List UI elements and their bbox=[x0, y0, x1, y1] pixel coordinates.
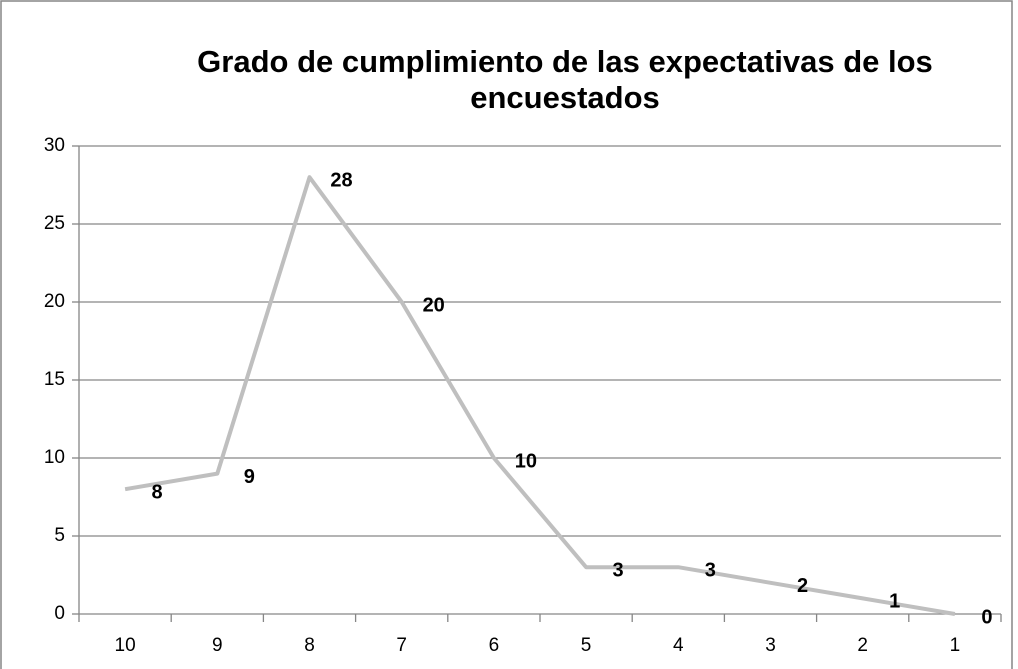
data-label: 1 bbox=[889, 591, 900, 613]
data-line bbox=[124, 175, 956, 616]
x-tick-label: 10 bbox=[115, 635, 136, 656]
y-tick-label: 30 bbox=[44, 135, 65, 156]
data-label: 3 bbox=[613, 559, 624, 581]
y-tick-label: 25 bbox=[44, 213, 65, 234]
x-tick-label: 4 bbox=[673, 635, 684, 656]
x-tick-label: 1 bbox=[950, 635, 961, 656]
data-label: 2 bbox=[797, 575, 808, 597]
data-label: 8 bbox=[152, 481, 163, 503]
data-label: 0 bbox=[981, 606, 992, 628]
x-tick-label: 7 bbox=[396, 635, 407, 656]
y-tick-label: 5 bbox=[54, 525, 65, 546]
x-tick-label: 2 bbox=[857, 635, 868, 656]
x-tick-label: 3 bbox=[765, 635, 776, 656]
x-tick-label: 6 bbox=[489, 635, 500, 656]
data-label: 20 bbox=[423, 294, 445, 316]
data-label: 10 bbox=[515, 450, 537, 472]
x-tick-label: 5 bbox=[581, 635, 592, 656]
x-tick-label: 8 bbox=[304, 635, 315, 656]
chart-title: Grado de cumplimiento de las expectativa… bbox=[197, 44, 933, 115]
data-label: 28 bbox=[330, 169, 352, 191]
data-label: 3 bbox=[705, 559, 716, 581]
x-tick-label: 9 bbox=[212, 635, 223, 656]
y-tick-label: 20 bbox=[44, 291, 65, 312]
data-label: 9 bbox=[244, 466, 255, 488]
y-tick-label: 15 bbox=[44, 369, 65, 390]
y-tick-label: 10 bbox=[44, 447, 65, 468]
y-tick-label: 0 bbox=[54, 603, 65, 624]
